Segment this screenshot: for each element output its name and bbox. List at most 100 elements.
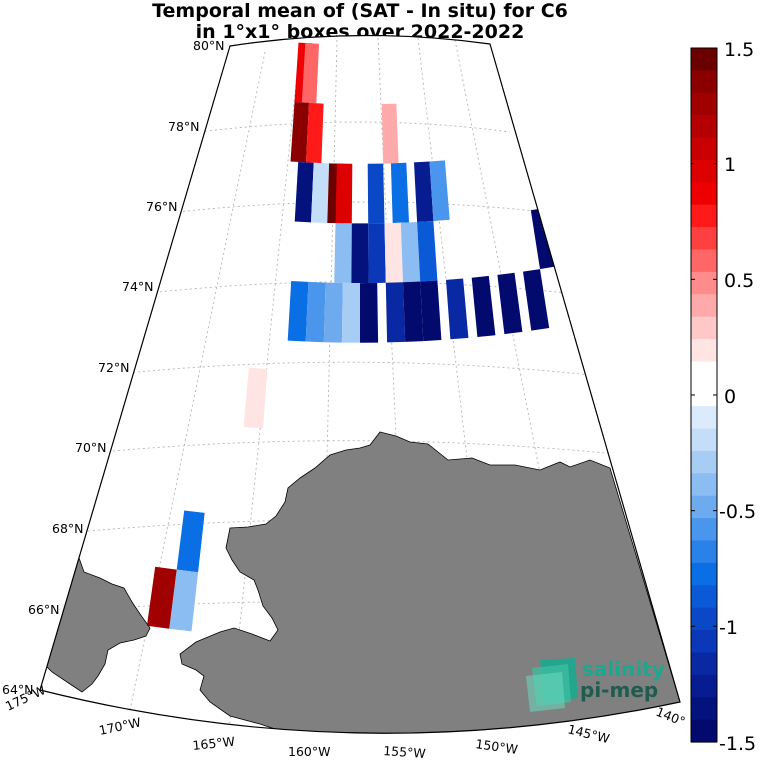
colorbar-label-minus-1: -1 — [719, 617, 738, 639]
colorbar-label-1.5: 1.5 — [724, 39, 754, 61]
data-cell — [301, 43, 319, 104]
colorbar-swatch — [691, 361, 717, 385]
lon-label-170w: 170°W — [98, 714, 143, 738]
colorbar-swatch — [691, 540, 717, 564]
map-title-line-2: in 1°x1° boxes over 2022-2022 — [195, 21, 525, 43]
lat-label-76n: 76°N — [146, 199, 178, 214]
meridian-170w — [127, 51, 266, 721]
colorbar-label-minus-1.5: -1.5 — [719, 733, 756, 755]
data-cell — [360, 282, 379, 343]
lat-label-64n: 64°N — [2, 682, 34, 697]
data-cell — [403, 281, 424, 342]
data-cell — [243, 367, 268, 429]
colorbar-swatch — [691, 137, 717, 161]
data-cell — [341, 282, 360, 343]
colorbar-swatch — [691, 294, 717, 318]
lon-label-155w: 155°W — [383, 743, 426, 760]
colorbar-label-minus-0.5: -0.5 — [719, 501, 756, 523]
colorbar-swatch — [691, 339, 717, 363]
data-cell — [335, 163, 353, 224]
data-cell — [417, 221, 438, 282]
lon-label-140: 140° — [654, 704, 688, 729]
data-cell — [146, 566, 177, 629]
data-cell — [385, 282, 406, 343]
colorbar-label-0: 0 — [724, 386, 736, 408]
data-cell — [471, 275, 496, 337]
colorbar-swatch — [691, 495, 717, 519]
data-cell — [287, 281, 309, 342]
data-cell — [311, 162, 330, 223]
colorbar-swatch — [691, 674, 717, 698]
colorbar-swatch — [691, 249, 717, 273]
colorbar-swatches — [691, 48, 717, 743]
lat-label-72n: 72°N — [98, 360, 130, 375]
data-cell — [429, 160, 450, 221]
data-cell — [169, 569, 199, 632]
colorbar-swatch — [691, 652, 717, 676]
colorbar-swatch — [691, 159, 717, 183]
lon-label-160w: 160°W — [288, 744, 330, 759]
logo-icon-wave-2 — [526, 672, 565, 712]
lat-label-78n: 78°N — [168, 119, 200, 134]
colorbar-swatch — [691, 562, 717, 586]
colorbar-swatch — [691, 473, 717, 497]
data-cell — [290, 102, 309, 163]
lat-label-80n: 80°N — [193, 38, 225, 53]
data-cell — [368, 223, 386, 283]
data-cell — [334, 223, 352, 283]
lat-label-68n: 68°N — [52, 521, 84, 536]
logo-text-pi-mep: pi-mep — [580, 678, 658, 702]
lat-label-70n: 70°N — [75, 440, 107, 455]
data-cell — [420, 280, 442, 342]
data-cell — [176, 510, 205, 573]
colorbar-swatch — [691, 428, 717, 452]
colorbar-swatch — [691, 719, 717, 743]
data-cell — [414, 161, 434, 222]
parallel-70 — [102, 440, 626, 456]
colorbar-swatch — [691, 227, 717, 251]
data-cell — [381, 103, 399, 164]
colorbar-ticks — [691, 47, 717, 743]
lon-label-165w: 165°W — [192, 734, 236, 753]
colorbar-swatch — [691, 585, 717, 609]
colorbar-swatch — [691, 630, 717, 654]
colorbar-swatch — [691, 92, 717, 116]
data-cell — [400, 222, 421, 283]
colorbar-label-1: 1 — [724, 154, 736, 176]
meridian-165w — [227, 44, 301, 734]
data-cell — [367, 163, 385, 224]
map-panel — [39, 34, 681, 734]
data-cell — [446, 278, 469, 340]
colorbar: 1.5 1 0.5 0 -0.5 -1 -1.5 — [690, 39, 756, 755]
colorbar-swatch — [691, 271, 717, 295]
data-cell — [497, 272, 523, 335]
parallel-78 — [199, 121, 511, 133]
colorbar-swatch — [691, 70, 717, 94]
meridian-155w — [377, 37, 411, 734]
data-cell — [523, 269, 550, 331]
lat-label-74n: 74°N — [122, 279, 154, 294]
data-cell — [384, 222, 403, 283]
colorbar-swatch — [691, 115, 717, 139]
colorbar-swatch — [691, 48, 717, 71]
colorbar-label-0.5: 0.5 — [724, 270, 754, 292]
colorbar-swatch — [691, 697, 717, 721]
data-cell — [390, 162, 409, 223]
data-cell — [351, 223, 369, 283]
colorbar-swatch — [691, 182, 717, 206]
lon-label-150w: 150°W — [475, 736, 519, 757]
colorbar-swatch — [691, 316, 717, 340]
data-cells — [146, 42, 602, 632]
lon-label-145w: 145°W — [566, 721, 611, 746]
colorbar-swatch — [691, 204, 717, 228]
data-cell — [306, 102, 324, 164]
map-title-line-1: Temporal mean of (SAT - In situ) for C6 — [152, 0, 568, 22]
colorbar-swatch — [691, 450, 717, 474]
data-cell — [305, 281, 326, 343]
map-outline — [39, 34, 681, 734]
data-cell — [323, 282, 343, 343]
logo-text-salinity: salinity — [582, 657, 665, 681]
colorbar-swatch — [691, 607, 717, 631]
colorbar-swatch — [691, 383, 717, 407]
